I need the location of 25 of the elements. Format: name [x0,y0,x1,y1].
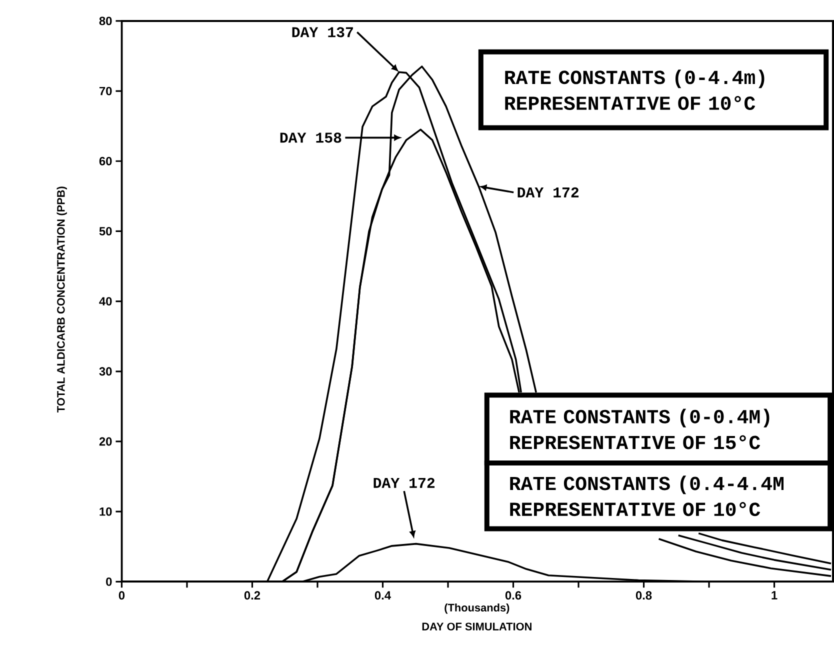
annotation: DAY 172 [374,478,435,488]
x-tick-label: 0 [118,591,125,600]
x-tick-label: 0.8 [636,591,652,600]
x-tick-label: 1 [772,591,778,600]
y-tick-label: 80 [99,16,112,26]
annotation: DAY 137 [292,27,353,38]
y-tick-label: 10 [100,508,112,516]
y-tick-label: 40 [99,297,112,306]
x-tick-label: 0.6 [505,591,522,600]
text: (Thousands) [444,604,510,614]
y-tick-label: 60 [99,157,112,166]
y-tick-label: 0 [106,578,112,586]
y-tick-label: 50 [99,227,112,236]
annotation: DAY 158 [280,132,342,143]
annotation: DAY 172 [518,188,579,198]
x-axis-title: DAY OF SIMULATION [422,622,532,631]
y-tick-label: 70 [99,87,112,96]
annotation: RATE CONSTANTS (0-0.4M) REPRESENTATIVE OF 15°C [510,409,770,450]
y-tick-label: 30 [99,367,112,376]
annotation: RATE CONSTANTS (0-4.4m) REPRESENTATIVE OF 10°C [505,70,764,110]
y-axis-title: TOTAL ALDICARB CONCENTRATION (PPB) [56,186,67,413]
x-tick-label: 0.2 [244,591,260,600]
y-tick-label: 20 [99,438,112,446]
x-tick-label: 0.4 [374,591,391,600]
annotation: RATE CONSTANTS (0.4-4.4M REPRESENTATIVE OF 10°C [510,476,784,516]
